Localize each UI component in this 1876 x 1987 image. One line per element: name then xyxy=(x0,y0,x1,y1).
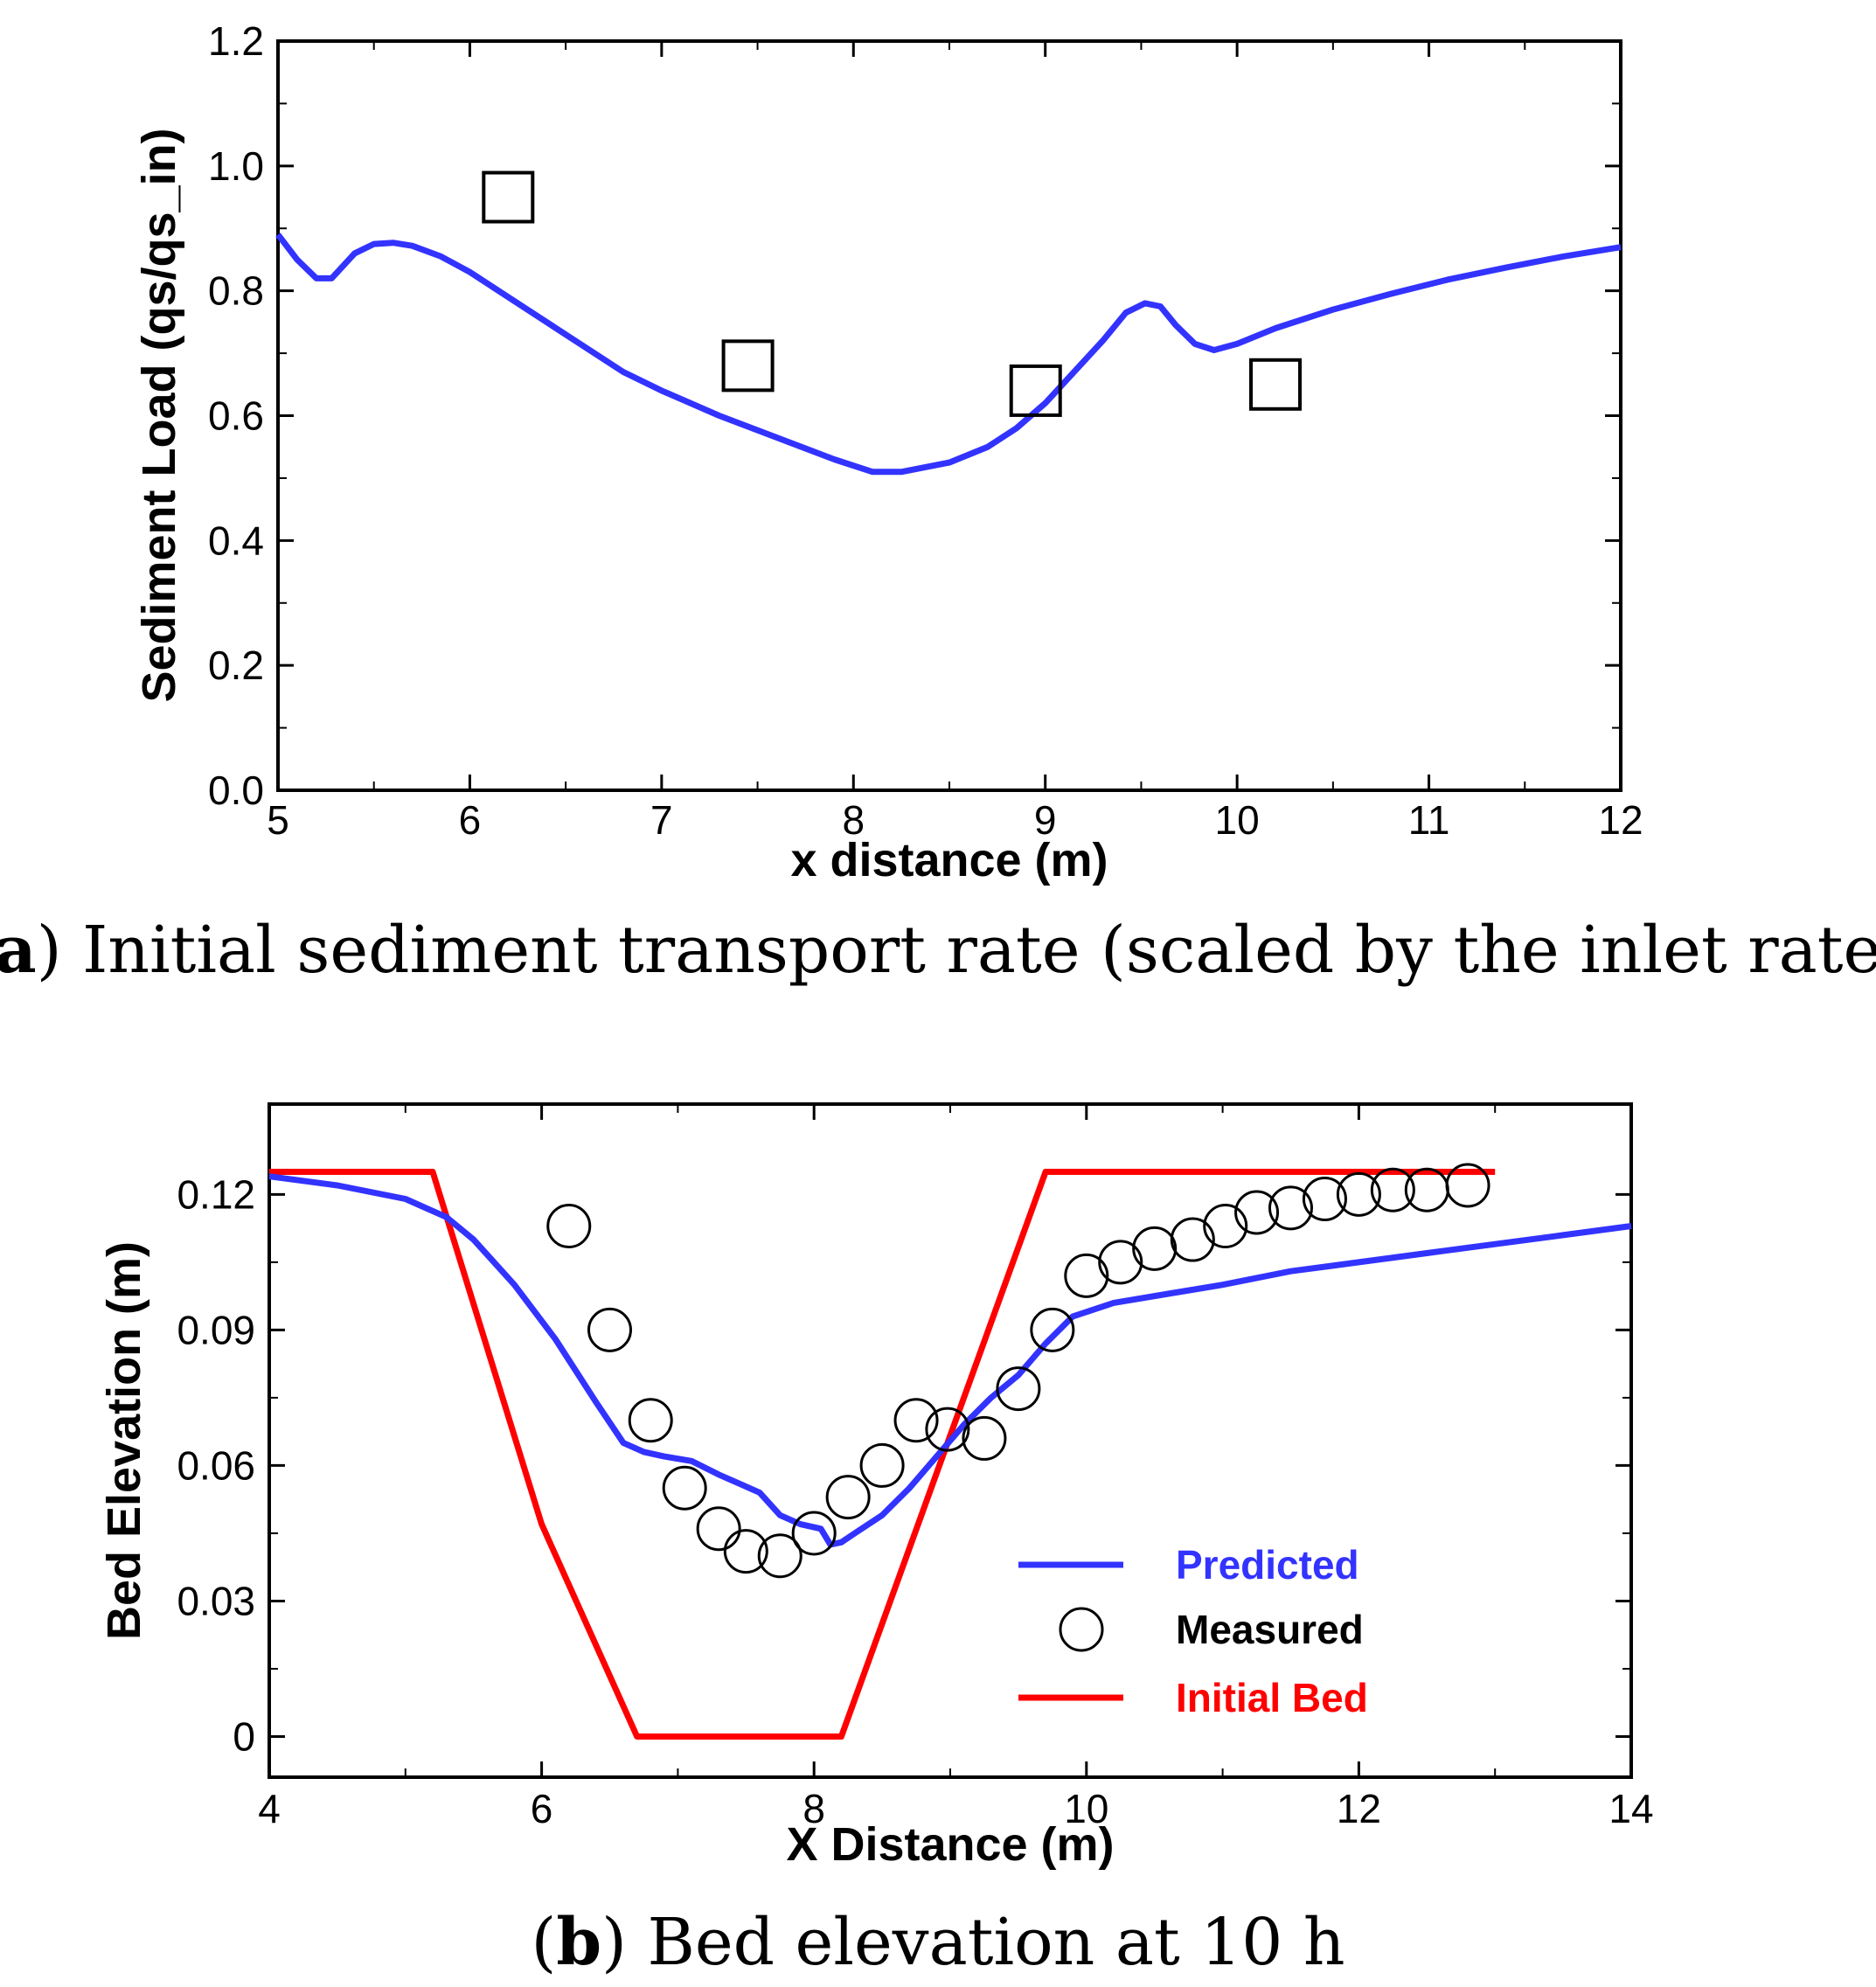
series-line-predicted xyxy=(268,1173,1632,1548)
y-tick-label: 0.06 xyxy=(177,1442,255,1488)
data-point-measured xyxy=(1203,1204,1248,1249)
data-point-measured xyxy=(1302,1177,1347,1222)
y-tick-label: 0.0 xyxy=(208,768,264,813)
series-line-predicted xyxy=(275,233,1622,476)
caption-text: Bed elevation at 10 h xyxy=(627,1905,1345,1980)
data-point-measured xyxy=(696,1506,741,1552)
legend-label-predicted: Predicted xyxy=(1176,1542,1359,1588)
x-tick-label: 8 xyxy=(803,1786,825,1831)
x-tick-label: 7 xyxy=(650,797,673,843)
y-axis-title: Bed Elevation (m) xyxy=(98,1241,150,1640)
data-point-measured xyxy=(1064,1253,1109,1298)
data-point-measured xyxy=(1132,1226,1178,1271)
caption-letter: a xyxy=(0,913,37,988)
data-point-measured xyxy=(628,1398,673,1443)
x-axis-title: X Distance (m) xyxy=(786,1818,1114,1871)
data-point-measured xyxy=(723,1529,768,1574)
data-point-measured xyxy=(721,339,775,393)
x-tick-label: 4 xyxy=(258,1786,281,1831)
x-tick-label: 6 xyxy=(531,1786,553,1831)
data-point-measured xyxy=(962,1415,1007,1461)
x-tick-label: 12 xyxy=(1337,1786,1381,1831)
y-tick-label: 1.2 xyxy=(208,18,264,64)
x-tick-label: 12 xyxy=(1598,797,1643,843)
legend-swatch-measured xyxy=(1059,1607,1104,1652)
data-point-measured xyxy=(859,1442,905,1488)
legend-label-initial-bed: Initial Bed xyxy=(1176,1675,1368,1720)
y-tick-label: 0.03 xyxy=(177,1578,255,1623)
y-axis-title: Sediment Load (qs/qs_in) xyxy=(133,128,185,702)
data-point-measured xyxy=(1404,1167,1449,1212)
data-point-measured xyxy=(825,1475,871,1520)
panel-a-sediment-load-chart: 5 6 7 8 9 10 11 12 0.0 0.2 0.4 0.6 0.8 1.0 1.2 x dist… xyxy=(0,18,1876,988)
data-point-measured xyxy=(925,1407,970,1452)
data-point-measured xyxy=(1370,1167,1415,1212)
caption-text: Initial sediment transport rate (scaled … xyxy=(62,913,1876,988)
data-point-measured xyxy=(1445,1163,1490,1208)
y-tick-label: 0.4 xyxy=(208,518,264,563)
data-point-measured xyxy=(1098,1240,1143,1285)
data-point-measured xyxy=(482,170,535,224)
data-point-measured xyxy=(791,1511,837,1556)
x-tick-label: 6 xyxy=(459,797,482,843)
y-tick-label: 0.12 xyxy=(177,1171,255,1217)
data-point-measured xyxy=(587,1307,632,1352)
series-line-initial-bed xyxy=(269,1169,1496,1740)
data-point-measured xyxy=(546,1204,592,1249)
y-tick-label: 0 xyxy=(233,1713,255,1759)
x-axis-title: x distance (m) xyxy=(790,834,1108,886)
data-point-measured xyxy=(996,1366,1041,1412)
x-tick-label: 10 xyxy=(1064,1786,1108,1831)
data-point-measured xyxy=(1170,1217,1215,1262)
x-tick-label: 8 xyxy=(842,797,865,843)
data-point-measured xyxy=(1030,1307,1075,1352)
caption: (a) Initial sediment transport rate (sca… xyxy=(0,913,1876,988)
data-point-measured xyxy=(1009,364,1062,417)
plot-area-frame xyxy=(276,39,1622,792)
data-point-measured xyxy=(893,1398,939,1443)
data-point-measured xyxy=(1249,358,1303,411)
legend-label-measured: Measured xyxy=(1176,1607,1364,1652)
caption: (b) Bed elevation at 10 h xyxy=(531,1905,1344,1980)
legend: Predicted Measured Initial Bed xyxy=(1018,1542,1368,1720)
data-point-measured xyxy=(1336,1171,1381,1217)
x-tick-label: 5 xyxy=(267,797,289,843)
x-tick-label: 11 xyxy=(1408,797,1450,843)
y-tick-label: 0.09 xyxy=(177,1307,255,1352)
data-point-measured xyxy=(1234,1190,1280,1235)
data-point-measured xyxy=(1268,1185,1313,1231)
x-tick-label: 9 xyxy=(1034,797,1057,843)
x-tick-label: 14 xyxy=(1608,1786,1653,1831)
caption-letter: b xyxy=(556,1905,601,1980)
y-tick-label: 0.2 xyxy=(208,643,264,688)
x-tick-label: 10 xyxy=(1215,797,1260,843)
y-tick-label: 0.8 xyxy=(208,268,264,314)
y-tick-label: 1.0 xyxy=(208,143,264,189)
data-point-measured xyxy=(757,1533,803,1579)
y-tick-label: 0.6 xyxy=(208,393,264,439)
data-point-measured xyxy=(662,1465,707,1511)
panel-b-bed-elevation-chart: 4 6 8 10 12 14 0 0.03 0.06 0.09 0.12 Predicted Me… xyxy=(98,1102,1654,1980)
